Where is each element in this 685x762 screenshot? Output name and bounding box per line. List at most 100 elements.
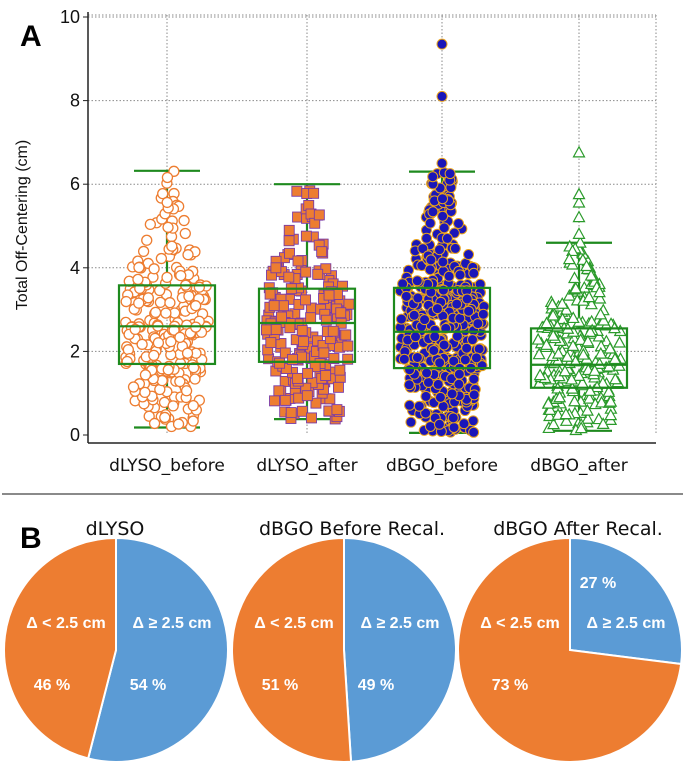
data-point (296, 405, 308, 417)
data-point (161, 271, 173, 284)
data-point (411, 275, 423, 287)
data-point (470, 352, 482, 364)
data-point (310, 397, 322, 409)
data-point (165, 336, 177, 348)
data-point (453, 217, 465, 229)
data-point (292, 255, 304, 267)
data-point (334, 364, 346, 376)
data-point (444, 168, 456, 180)
data-point (313, 209, 325, 221)
pct-label-ge: 27 % (580, 575, 616, 592)
data-point (437, 256, 449, 268)
data-point (593, 291, 607, 304)
data-point (287, 353, 299, 365)
data-point (613, 335, 627, 348)
data-point (559, 414, 573, 426)
data-point (137, 245, 150, 258)
box-dlyso-after (257, 183, 357, 425)
data-point (454, 312, 466, 324)
iqr-box (392, 286, 492, 370)
panel-label-a: A (20, 20, 42, 53)
data-point (328, 353, 340, 364)
data-point (292, 372, 303, 384)
box-dbgo-before (392, 38, 492, 438)
data-point (156, 374, 168, 387)
pie-charts: dLYSO Δ < 2.5 cm Δ ≥ 2.5 cm 46 % 54 % dBGO Be… (3, 518, 683, 762)
data-point (558, 364, 572, 377)
data-point (582, 290, 596, 303)
data-point (463, 249, 475, 261)
data-point (179, 227, 191, 240)
data-point (533, 368, 547, 381)
data-point (296, 325, 308, 336)
data-point (608, 372, 622, 385)
data-point (181, 347, 194, 359)
data-point (412, 292, 424, 304)
data-point (448, 355, 460, 367)
y-tick-label: 2 (70, 341, 80, 361)
data-point (269, 395, 280, 407)
data-point (154, 296, 167, 309)
data-point (408, 309, 420, 321)
data-point (316, 246, 328, 258)
data-point (604, 394, 618, 407)
data-point (302, 367, 314, 379)
data-point (187, 361, 200, 374)
data-point (588, 364, 602, 376)
pie-chart-1: dLYSO Δ < 2.5 cm Δ ≥ 2.5 cm 46 % 54 % (3, 518, 229, 762)
data-point (139, 369, 152, 381)
data-point (565, 244, 580, 257)
axes (87, 12, 656, 444)
data-point (398, 353, 410, 365)
data-point (567, 271, 582, 284)
data-point (437, 210, 449, 222)
data-point (532, 347, 546, 360)
data-points (120, 165, 214, 433)
data-point (283, 224, 295, 236)
outlier-point (436, 90, 448, 102)
data-point (581, 334, 595, 347)
data-point (473, 343, 485, 355)
data-point (182, 249, 194, 261)
data-point (574, 421, 588, 434)
category-labels: dLYSO_before dLYSO_after dBGO_before dBGO_a… (109, 456, 628, 476)
pie-title: dBGO Before Recal. (259, 518, 445, 540)
data-point (411, 351, 423, 363)
data-point (323, 289, 335, 301)
data-point (189, 373, 201, 385)
data-point (583, 325, 597, 337)
category-label: dLYSO_after (256, 456, 357, 476)
data-point (421, 232, 433, 244)
data-point (420, 407, 432, 419)
data-point (446, 388, 458, 400)
data-point (424, 264, 436, 276)
data-point (276, 311, 287, 323)
data-point (291, 185, 303, 197)
data-point (142, 292, 154, 304)
data-point (178, 214, 190, 227)
data-point (438, 222, 450, 234)
data-point (190, 300, 202, 312)
data-point (437, 284, 449, 296)
category-label: dLYSO_before (109, 456, 225, 476)
y-tick-label: 4 (70, 258, 80, 278)
data-point (264, 288, 276, 300)
data-point (434, 244, 446, 256)
data-point (565, 372, 579, 385)
data-point (477, 308, 489, 320)
data-point (300, 230, 312, 242)
data-point (187, 399, 199, 412)
data-point (312, 268, 324, 280)
data-point (594, 346, 608, 359)
data-point (458, 418, 470, 430)
y-tick-labels: 0 2 4 6 8 10 (60, 7, 88, 445)
data-point (443, 270, 455, 282)
data-point (531, 332, 545, 345)
slice-ge-2-5cm (343, 536, 457, 762)
data-point (434, 391, 446, 403)
data-point (265, 337, 277, 349)
data-point (300, 266, 312, 278)
outlier-point (436, 38, 448, 50)
iqr-box (529, 327, 629, 389)
data-point (161, 171, 174, 184)
